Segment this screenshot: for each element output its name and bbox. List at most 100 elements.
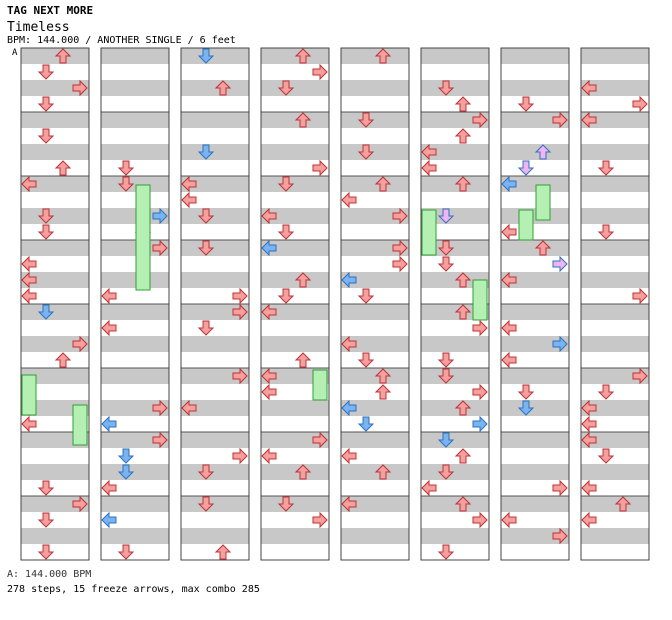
left-arrow-icon (101, 287, 117, 305)
right-arrow-icon (312, 159, 328, 177)
left-arrow-icon (101, 511, 117, 529)
left-arrow-icon (581, 511, 597, 529)
down-arrow-icon (437, 240, 455, 256)
freeze-arrow (518, 209, 534, 241)
beat-stripe (181, 464, 249, 480)
freeze-arrow (421, 209, 437, 256)
beat-stripe (181, 400, 249, 416)
beat-stripe (261, 304, 329, 320)
down-arrow-icon (597, 224, 615, 240)
bpm-summary: A: 144.000 BPM (7, 569, 92, 580)
beat-stripe (341, 368, 409, 384)
left-arrow-icon (501, 271, 517, 289)
chart-column (500, 47, 570, 561)
beat-stripe (101, 336, 169, 352)
bpm-marker: A (12, 48, 18, 58)
beat-stripe (581, 48, 649, 64)
up-arrow-icon (454, 448, 472, 464)
beat-stripe (21, 528, 89, 544)
left-arrow-icon (181, 191, 197, 209)
beat-stripe (181, 240, 249, 256)
beat-stripe (21, 496, 89, 512)
beat-stripe (421, 272, 489, 288)
beat-stripe (581, 432, 649, 448)
right-arrow-icon (392, 207, 408, 225)
left-arrow-icon (181, 399, 197, 417)
column-border (260, 47, 330, 561)
up-arrow-icon (374, 464, 392, 480)
beat-stripe (181, 144, 249, 160)
down-arrow-icon (117, 464, 135, 480)
down-arrow-icon (197, 144, 215, 160)
chart-column (340, 47, 410, 561)
beat-stripe (261, 272, 329, 288)
down-arrow-icon (37, 544, 55, 560)
down-arrow-icon (197, 48, 215, 64)
beat-stripe (341, 48, 409, 64)
right-arrow-icon (472, 319, 488, 337)
left-arrow-icon (581, 479, 597, 497)
freeze-arrow (535, 184, 551, 221)
chart-column (580, 47, 650, 561)
down-arrow-icon (37, 480, 55, 496)
left-arrow-icon (21, 175, 37, 193)
left-arrow-icon (101, 415, 117, 433)
down-arrow-icon (277, 224, 295, 240)
up-arrow-icon (294, 112, 312, 128)
beat-stripe (421, 112, 489, 128)
beat-stripe (261, 112, 329, 128)
step-chart (20, 47, 650, 561)
beat-stripe (261, 432, 329, 448)
beat-stripe (581, 464, 649, 480)
down-arrow-icon (197, 240, 215, 256)
beat-stripe (421, 400, 489, 416)
up-arrow-icon (614, 496, 632, 512)
beat-stripe (101, 48, 169, 64)
beat-stripe (101, 208, 169, 224)
up-arrow-icon (54, 160, 72, 176)
down-arrow-icon (277, 496, 295, 512)
beat-stripe (261, 48, 329, 64)
beat-stripe (181, 496, 249, 512)
down-arrow-icon (277, 288, 295, 304)
beat-stripe (101, 464, 169, 480)
beat-stripe (181, 368, 249, 384)
beat-stripe (421, 176, 489, 192)
beat-stripe (101, 432, 169, 448)
right-arrow-icon (392, 255, 408, 273)
beat-stripe (501, 272, 569, 288)
beat-stripe (501, 304, 569, 320)
left-arrow-icon (501, 351, 517, 369)
freeze-arrow (312, 369, 328, 401)
beat-stripe (181, 176, 249, 192)
column-border (20, 47, 90, 561)
beat-stripe (101, 496, 169, 512)
right-arrow-icon (232, 287, 248, 305)
down-arrow-icon (437, 80, 455, 96)
beat-stripe (181, 528, 249, 544)
up-arrow-icon (294, 272, 312, 288)
left-arrow-icon (341, 447, 357, 465)
down-arrow-icon (117, 160, 135, 176)
right-arrow-icon (72, 335, 88, 353)
beat-stripe (261, 400, 329, 416)
beat-stripe (101, 304, 169, 320)
tag-next-more-label[interactable]: TAG NEXT MORE (7, 4, 94, 17)
beat-stripe (181, 304, 249, 320)
beat-stripe (101, 240, 169, 256)
left-arrow-icon (581, 431, 597, 449)
right-arrow-icon (232, 447, 248, 465)
beat-stripe (21, 176, 89, 192)
beat-stripe (581, 240, 649, 256)
up-arrow-icon (54, 48, 72, 64)
beat-stripe (501, 240, 569, 256)
down-arrow-icon (37, 96, 55, 112)
left-arrow-icon (261, 447, 277, 465)
beat-stripe (181, 112, 249, 128)
beat-stripe (181, 336, 249, 352)
freeze-arrow (135, 184, 151, 291)
left-arrow-icon (581, 111, 597, 129)
up-arrow-icon (374, 384, 392, 400)
beat-stripe (21, 400, 89, 416)
up-arrow-icon (534, 144, 552, 160)
